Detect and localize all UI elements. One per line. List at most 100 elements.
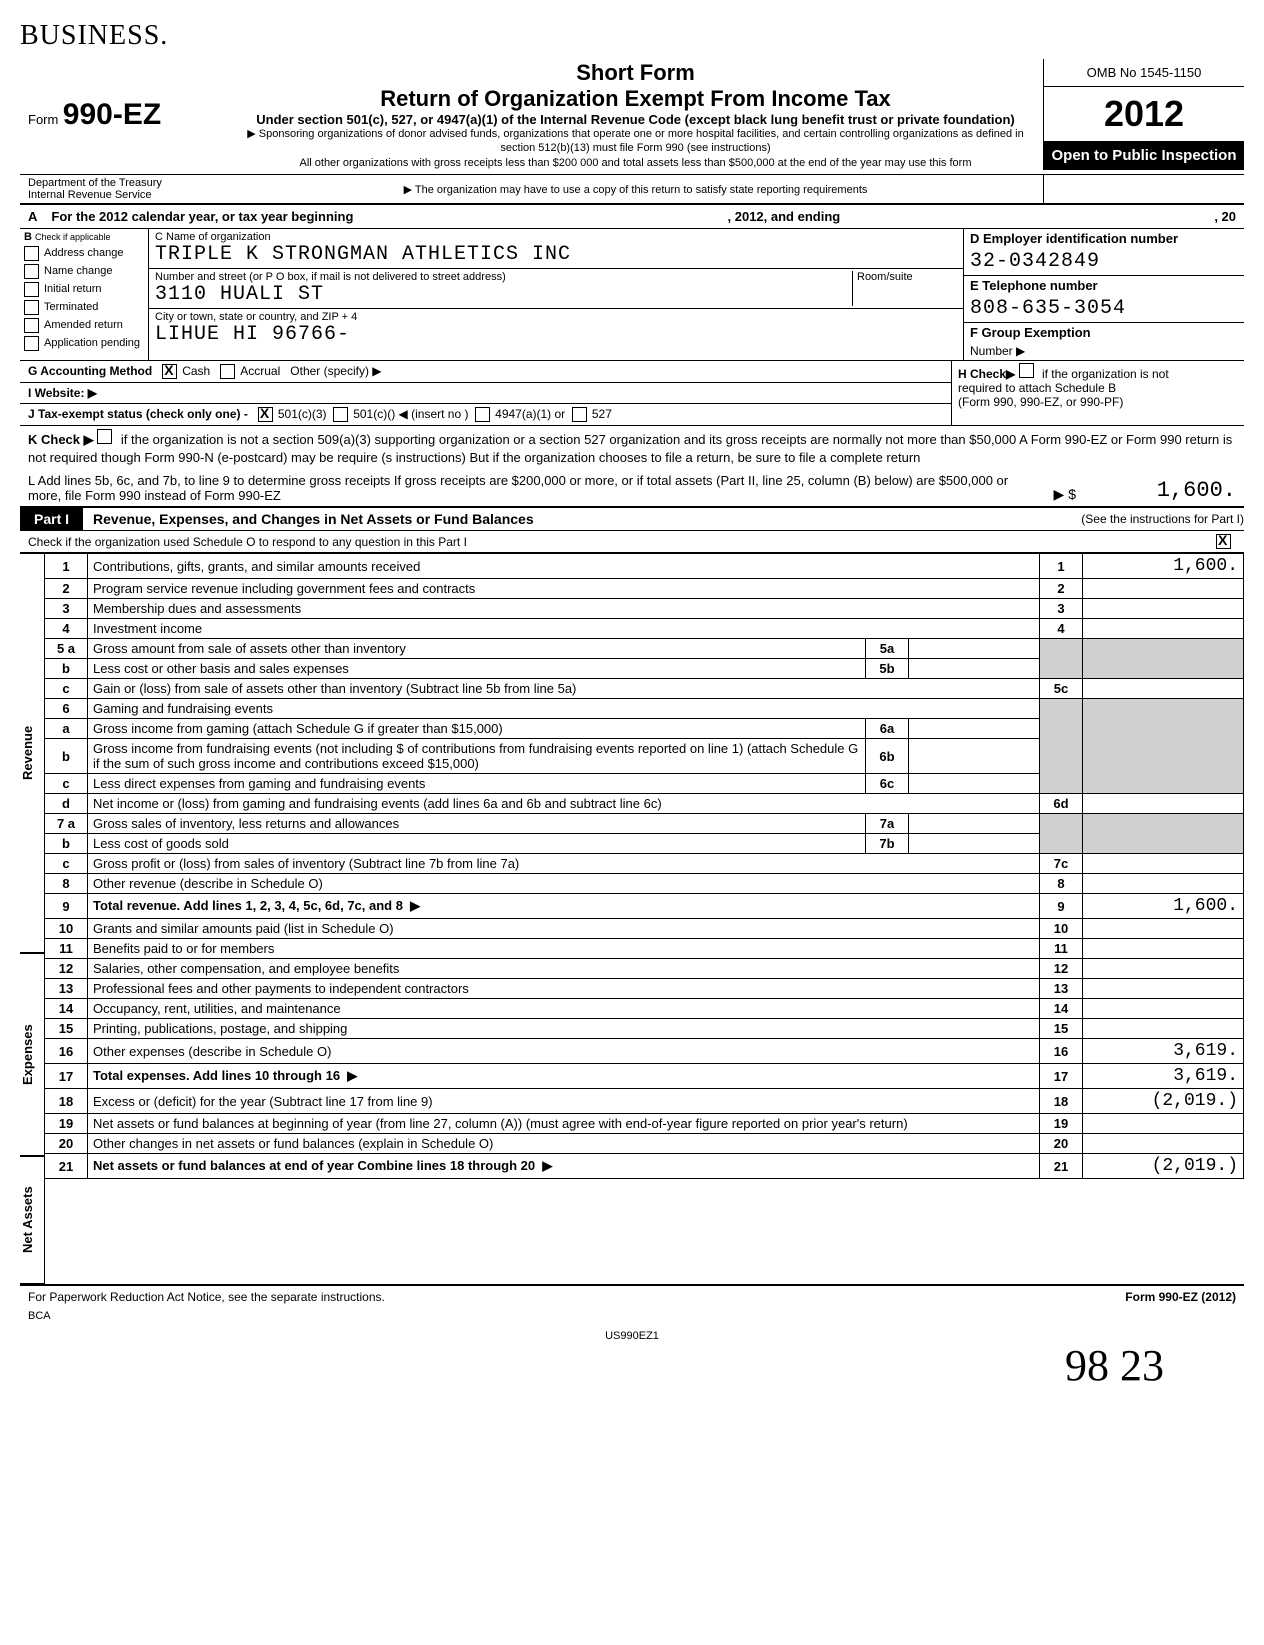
- dept-treasury: Department of the Treasury: [28, 177, 228, 189]
- lbl-527: 527: [592, 407, 612, 421]
- line-5a: 5 aGross amount from sale of assets othe…: [45, 639, 1244, 659]
- chk-schedule-b[interactable]: [1019, 363, 1034, 378]
- opt-amended: Amended return: [44, 319, 123, 331]
- label-net-assets: Net Assets: [20, 1156, 45, 1284]
- line-15: 15Printing, publications, postage, and s…: [45, 1019, 1244, 1039]
- org-city: LIHUE HI 96766-: [155, 323, 957, 346]
- line-16: 16Other expenses (describe in Schedule O…: [45, 1039, 1244, 1064]
- lbl-501c3: 501(c)(3): [278, 407, 327, 421]
- line-6d: dNet income or (loss) from gaming and fu…: [45, 794, 1244, 814]
- lbl-501c: 501(c)(: [353, 407, 391, 421]
- row-j: J Tax-exempt status (check only one) - 5…: [20, 404, 951, 425]
- chk-address-change[interactable]: [24, 246, 39, 261]
- part1-header: Part I Revenue, Expenses, and Changes in…: [20, 508, 1244, 531]
- row-l-arrow: ▶ $: [1016, 486, 1076, 503]
- chk-501c3[interactable]: [258, 407, 273, 422]
- row-g-lead: G Accounting Method: [28, 364, 152, 378]
- dept-row: Department of the Treasury Internal Reve…: [20, 175, 1244, 205]
- title-sub: Under section 501(c), 527, or 4947(a)(1)…: [232, 112, 1039, 127]
- line-17: 17Total expenses. Add lines 10 through 1…: [45, 1064, 1244, 1089]
- part1-tab: Part I: [20, 508, 83, 530]
- chk-initial-return[interactable]: [24, 282, 39, 297]
- org-address: 3110 HUALI ST: [155, 283, 852, 306]
- tax-year: 2012: [1044, 87, 1244, 141]
- part1-check-row: Check if the organization used Schedule …: [20, 531, 1244, 553]
- chk-accrual[interactable]: [220, 364, 235, 379]
- row-k-text: if the organization is not a section 509…: [28, 432, 1232, 465]
- col-c: C Name of organization TRIPLE K STRONGMA…: [149, 229, 963, 360]
- row-h-t1: if the organization is not: [1042, 367, 1169, 381]
- col-c-name-label: C Name of organization: [155, 231, 271, 243]
- footer-bca: BCA: [20, 1308, 1244, 1324]
- omb-number: OMB No 1545-1150: [1044, 59, 1244, 87]
- line-3: 3Membership dues and assessments3: [45, 599, 1244, 619]
- left-margin-stamps: 9110? MAR 26 2013 10363061? NO STATUTE I…: [0, 20, 10, 1620]
- col-b: B Check if applicable Address change Nam…: [20, 229, 149, 360]
- title-sponsor: ▶ Sponsoring organizations of donor advi…: [232, 127, 1039, 156]
- footer-right: Form 990-EZ (2012): [1125, 1290, 1236, 1304]
- part1-note: (See the instructions for Part I): [1081, 512, 1244, 526]
- city-label: City or town, state or country, and ZIP …: [155, 311, 357, 323]
- line-13: 13Professional fees and other payments t…: [45, 979, 1244, 999]
- row-i-lead: I Website: ▶: [28, 386, 97, 400]
- header-grid: B Check if applicable Address change Nam…: [20, 229, 1244, 361]
- form-number: 990-EZ: [63, 98, 161, 131]
- line-14: 14Occupancy, rent, utilities, and mainte…: [45, 999, 1244, 1019]
- chk-app-pending[interactable]: [24, 336, 39, 351]
- chk-527[interactable]: [572, 407, 587, 422]
- title-main: Return of Organization Exempt From Incom…: [232, 86, 1039, 112]
- line-18: 18Excess or (deficit) for the year (Subt…: [45, 1089, 1244, 1114]
- part1-check-text: Check if the organization used Schedule …: [28, 535, 467, 549]
- line-11: 11Benefits paid to or for members11: [45, 939, 1244, 959]
- handwritten-note: BUSINESS.: [20, 20, 1244, 52]
- lbl-501c-2: ) ◀ (insert no ): [391, 407, 468, 421]
- phone-label: E Telephone number: [964, 276, 1244, 295]
- part1-body: Revenue Expenses Net Assets 1Contributio…: [20, 553, 1244, 1284]
- row-l-amount: 1,600.: [1076, 478, 1236, 503]
- chk-cash[interactable]: [162, 364, 177, 379]
- section-labels: Revenue Expenses Net Assets: [20, 553, 45, 1284]
- row-a-suffix: , 20: [1214, 209, 1236, 224]
- chk-4947[interactable]: [475, 407, 490, 422]
- form-page: 9110? MAR 26 2013 10363061? NO STATUTE I…: [20, 20, 1244, 1391]
- line-1: 1Contributions, gifts, grants, and simil…: [45, 554, 1244, 579]
- part1-title: Revenue, Expenses, and Changes in Net As…: [93, 511, 1081, 527]
- part1-table-wrap: 1Contributions, gifts, grants, and simil…: [45, 553, 1244, 1284]
- line-7a: 7 aGross sales of inventory, less return…: [45, 814, 1244, 834]
- opt-terminated: Terminated: [44, 301, 98, 313]
- col-d: D Employer identification number 32-0342…: [963, 229, 1244, 360]
- line-2: 2Program service revenue including gover…: [45, 579, 1244, 599]
- row-a-text: For the 2012 calendar year, or tax year …: [51, 209, 353, 224]
- line-10: 10Grants and similar amounts paid (list …: [45, 919, 1244, 939]
- lbl-4947: 4947(a)(1) or: [495, 407, 565, 421]
- chk-terminated[interactable]: [24, 300, 39, 315]
- row-h: H Check▶ if the organization is not requ…: [951, 361, 1244, 425]
- chk-501c[interactable]: [333, 407, 348, 422]
- phone-value: 808-635-3054: [964, 295, 1244, 323]
- lbl-accrual: Accrual: [240, 364, 280, 378]
- row-j-lead: J Tax-exempt status (check only one) -: [28, 407, 248, 421]
- chk-name-change[interactable]: [24, 264, 39, 279]
- title-allother: All other organizations with gross recei…: [232, 156, 1039, 170]
- group-exemption-number: Number ▶: [964, 342, 1244, 360]
- open-to-public: Open to Public Inspection: [1044, 141, 1244, 170]
- row-a-mid: , 2012, and ending: [728, 209, 841, 224]
- chk-schedule-o[interactable]: [1216, 534, 1231, 549]
- addr-label: Number and street (or P O box, if mail i…: [155, 271, 506, 283]
- footer-row: For Paperwork Reduction Act Notice, see …: [20, 1284, 1244, 1308]
- chk-row-k[interactable]: [97, 429, 112, 444]
- opt-address-change: Address change: [44, 247, 124, 259]
- row-h-lead: H Check▶: [958, 367, 1015, 381]
- line-7c: cGross profit or (loss) from sales of in…: [45, 854, 1244, 874]
- row-i: I Website: ▶: [20, 383, 951, 404]
- chk-amended[interactable]: [24, 318, 39, 333]
- row-g: G Accounting Method Cash Accrual Other (…: [20, 361, 951, 383]
- label-expenses: Expenses: [20, 953, 45, 1156]
- lbl-other: Other (specify) ▶: [290, 364, 381, 378]
- row-a-prefix: A: [28, 209, 37, 224]
- opt-initial-return: Initial return: [44, 283, 101, 295]
- row-l: L Add lines 5b, 6c, and 7b, to line 9 to…: [20, 470, 1244, 508]
- line-9: 9Total revenue. Add lines 1, 2, 3, 4, 5c…: [45, 894, 1244, 919]
- line-4: 4Investment income4: [45, 619, 1244, 639]
- group-exemption-label: F Group Exemption: [964, 323, 1244, 342]
